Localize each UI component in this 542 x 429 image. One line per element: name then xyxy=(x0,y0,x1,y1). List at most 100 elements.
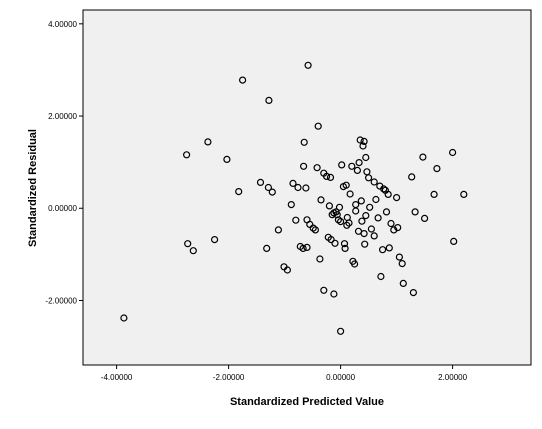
data-point xyxy=(370,178,378,186)
data-point xyxy=(365,174,373,182)
data-point xyxy=(333,211,341,219)
data-point xyxy=(335,203,344,211)
data-point xyxy=(382,208,391,216)
data-point xyxy=(449,148,457,157)
data-point xyxy=(317,196,325,204)
data-point xyxy=(313,164,321,172)
data-point xyxy=(323,172,331,180)
data-point xyxy=(433,165,441,173)
data-point xyxy=(362,153,370,162)
data-point xyxy=(314,122,322,130)
y-tick-label: 4.00000 xyxy=(48,20,77,29)
data-point xyxy=(419,153,427,161)
data-point xyxy=(120,314,128,322)
data-point xyxy=(325,202,333,210)
data-point xyxy=(361,240,369,248)
data-point xyxy=(256,178,265,186)
data-point xyxy=(292,216,300,224)
x-tick-label: -4.00000 xyxy=(101,373,133,382)
data-point xyxy=(235,188,243,196)
data-point xyxy=(380,185,388,193)
data-point xyxy=(311,226,319,234)
data-point xyxy=(351,260,359,268)
data-point xyxy=(379,246,387,254)
data-point xyxy=(340,240,349,248)
data-point xyxy=(374,214,382,222)
data-point xyxy=(450,237,458,245)
data-point xyxy=(184,240,192,248)
x-tick-label: 0.00000 xyxy=(326,373,355,382)
data-point xyxy=(320,286,328,294)
data-point xyxy=(360,230,368,238)
data-point xyxy=(204,138,212,146)
data-point xyxy=(409,289,417,297)
data-point xyxy=(367,225,375,233)
y-tick-label: -2.00000 xyxy=(45,296,77,305)
data-point xyxy=(346,190,354,198)
data-point xyxy=(393,194,401,202)
data-point xyxy=(399,279,407,287)
plot-area xyxy=(82,9,532,366)
data-point xyxy=(303,243,311,251)
data-point xyxy=(300,162,308,170)
data-point xyxy=(183,151,191,159)
data-point xyxy=(377,272,385,281)
x-tick-label: -2.00000 xyxy=(213,373,245,382)
data-point xyxy=(341,244,349,252)
data-point xyxy=(353,166,361,174)
data-point xyxy=(360,137,368,145)
data-point xyxy=(398,260,406,268)
data-point xyxy=(411,208,419,216)
data-point xyxy=(189,247,197,255)
data-point xyxy=(294,183,302,192)
data-point xyxy=(283,266,291,274)
data-points xyxy=(120,61,468,335)
data-point xyxy=(302,184,310,192)
data-point xyxy=(408,173,416,181)
data-point xyxy=(300,138,308,146)
data-point xyxy=(385,244,393,252)
x-tick-label: 2.00000 xyxy=(438,373,467,382)
data-point xyxy=(394,224,402,232)
data-point xyxy=(352,207,360,215)
data-point xyxy=(342,181,350,189)
data-point xyxy=(239,76,247,84)
data-point xyxy=(211,236,219,244)
data-point xyxy=(384,190,392,198)
data-point xyxy=(395,253,403,261)
data-point xyxy=(362,212,370,220)
data-point xyxy=(299,244,307,252)
data-point xyxy=(223,155,231,163)
data-point xyxy=(265,96,273,105)
data-point xyxy=(289,179,297,187)
data-point xyxy=(359,142,367,150)
data-point xyxy=(370,232,378,240)
y-tick-label: 0.00000 xyxy=(48,204,77,213)
y-tick-label: 2.00000 xyxy=(48,112,77,121)
data-point xyxy=(358,217,366,225)
data-point xyxy=(356,136,364,144)
data-point xyxy=(337,218,345,226)
x-axis-title: Standardized Predicted Value xyxy=(230,396,384,408)
data-point xyxy=(357,197,365,205)
data-point xyxy=(274,226,282,234)
data-point xyxy=(264,183,272,192)
data-point xyxy=(366,203,374,211)
data-point xyxy=(326,173,335,181)
data-point xyxy=(355,159,363,167)
data-point xyxy=(268,188,276,196)
data-point xyxy=(348,162,356,170)
data-point xyxy=(304,61,312,69)
data-point xyxy=(327,236,335,244)
data-point xyxy=(343,221,351,229)
data-point xyxy=(316,255,324,263)
data-point xyxy=(372,195,380,204)
data-point xyxy=(338,161,346,169)
data-point xyxy=(337,327,345,335)
axis-ticks: -4.00000 -2.00000 0.00000 2.00000 -2.00000 0.… xyxy=(45,20,467,382)
data-point xyxy=(287,201,295,209)
data-point xyxy=(387,219,395,228)
data-point xyxy=(331,239,339,247)
